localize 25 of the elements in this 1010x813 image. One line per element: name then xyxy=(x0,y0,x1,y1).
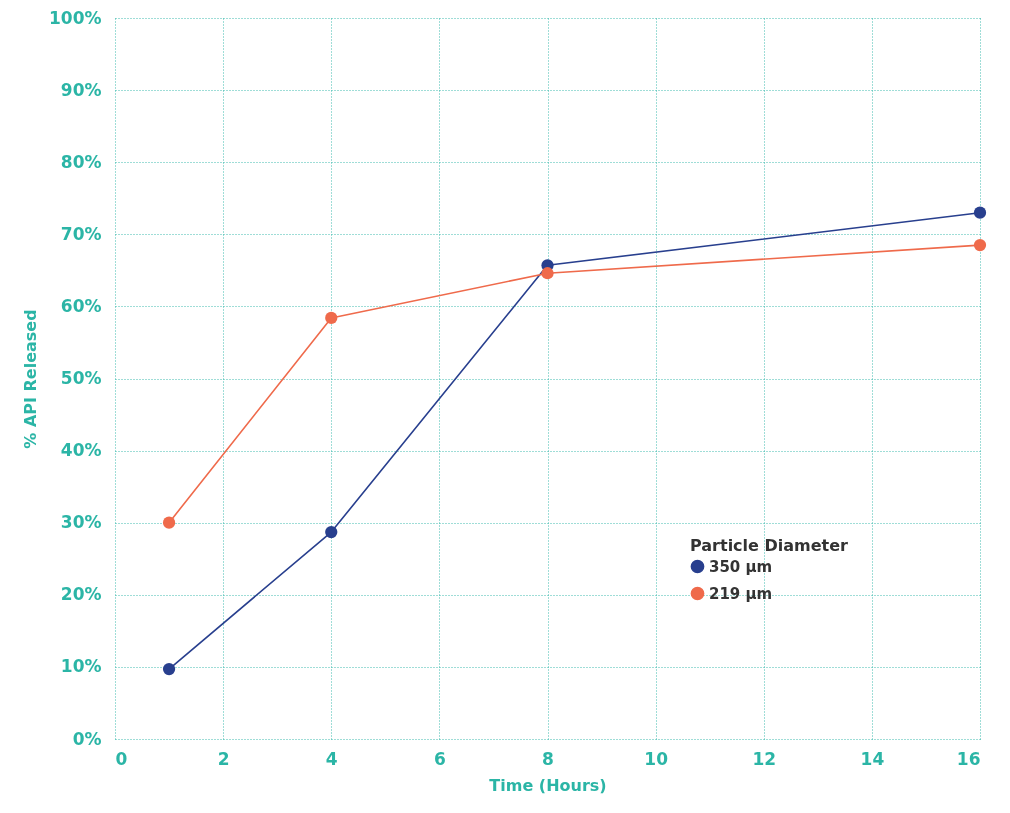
y-tick-label: 90% xyxy=(60,79,102,100)
y-tick-label: 30% xyxy=(60,512,102,533)
x-axis-title: Time (Hours) xyxy=(489,775,607,795)
y-tick-label: 60% xyxy=(60,295,102,316)
legend-label: 350 µm xyxy=(709,557,773,576)
y-tick-label: 80% xyxy=(60,151,102,172)
y-tick-label: 50% xyxy=(60,368,102,388)
y-tick-label: 70% xyxy=(60,223,102,244)
x-tick-label: 16 xyxy=(956,748,981,769)
y-tick-label: 100% xyxy=(48,7,102,28)
legend-label: 219 µm xyxy=(709,584,773,603)
x-tick-label: 14 xyxy=(860,748,885,769)
x-tick-label: 4 xyxy=(325,748,338,769)
y-tick-label: 10% xyxy=(60,656,102,677)
x-tick-label: 8 xyxy=(542,748,554,769)
x-tick-label: 12 xyxy=(752,748,777,769)
x-tick-label: 6 xyxy=(433,748,446,769)
y-axis-title: % API Released xyxy=(20,309,40,449)
x-tick-label: 2 xyxy=(217,748,230,769)
x-tick-label: 0 xyxy=(115,748,128,769)
y-tick-label: 40% xyxy=(60,440,102,461)
y-tick-label: 20% xyxy=(60,584,102,605)
x-tick-label: 10 xyxy=(644,748,669,769)
legend-title: Particle Diameter xyxy=(690,536,849,555)
y-tick-label: 0% xyxy=(72,728,102,749)
